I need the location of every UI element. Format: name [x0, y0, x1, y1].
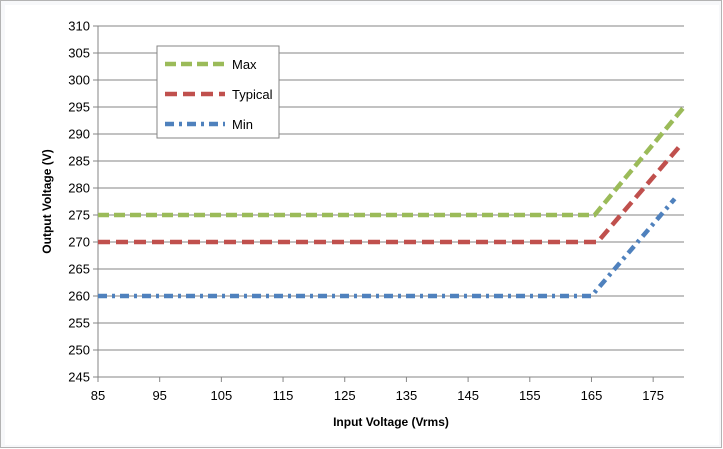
x-tick-label: 175 — [642, 388, 664, 403]
legend: Max Typical Min — [156, 45, 280, 139]
x-tick-label: 125 — [334, 388, 356, 403]
legend-label: Min — [232, 117, 253, 132]
chart-area — [5, 5, 719, 445]
y-tick-label: 260 — [68, 289, 90, 304]
y-tick-label: 310 — [68, 19, 90, 34]
x-tick-label: 165 — [581, 388, 603, 403]
x-tick-labels: 85 95 105 115 125 135 145 155 165 175 — [91, 388, 664, 403]
y-tick-label: 305 — [68, 46, 90, 61]
x-axis-title: Input Voltage (Vrms) — [333, 415, 449, 429]
y-tick-label: 285 — [68, 154, 90, 169]
series-line-typical — [98, 143, 683, 245]
legend-label: Max — [232, 57, 257, 72]
y-tick-label: 300 — [68, 73, 90, 88]
axes — [93, 25, 684, 382]
y-tick-label: 265 — [68, 262, 90, 277]
y-tick-label: 280 — [68, 181, 90, 196]
series-line-min — [98, 197, 677, 299]
x-tick-label: 155 — [519, 388, 541, 403]
x-tick-label: 145 — [457, 388, 479, 403]
legend-label: Typical — [232, 87, 273, 102]
x-tick-label: 135 — [396, 388, 418, 403]
x-tick-label: 85 — [91, 388, 105, 403]
y-tick-label: 295 — [68, 100, 90, 115]
y-tick-label: 245 — [68, 370, 90, 385]
y-tick-label: 255 — [68, 316, 90, 331]
y-tick-label: 275 — [68, 208, 90, 223]
series-line-max — [98, 105, 686, 218]
x-tick-label: 105 — [211, 388, 233, 403]
x-tick-label: 95 — [152, 388, 166, 403]
y-tick-label: 290 — [68, 127, 90, 142]
series-lines — [98, 105, 686, 299]
y-tick-label: 250 — [68, 343, 90, 358]
y-tick-labels: 245 250 255 260 265 270 275 280 285 290 295 300 305 3… — [68, 19, 90, 385]
y-axis-title: Output Voltage (V) — [40, 149, 54, 253]
x-tick-label: 115 — [273, 388, 294, 403]
y-tick-label: 270 — [68, 235, 90, 250]
